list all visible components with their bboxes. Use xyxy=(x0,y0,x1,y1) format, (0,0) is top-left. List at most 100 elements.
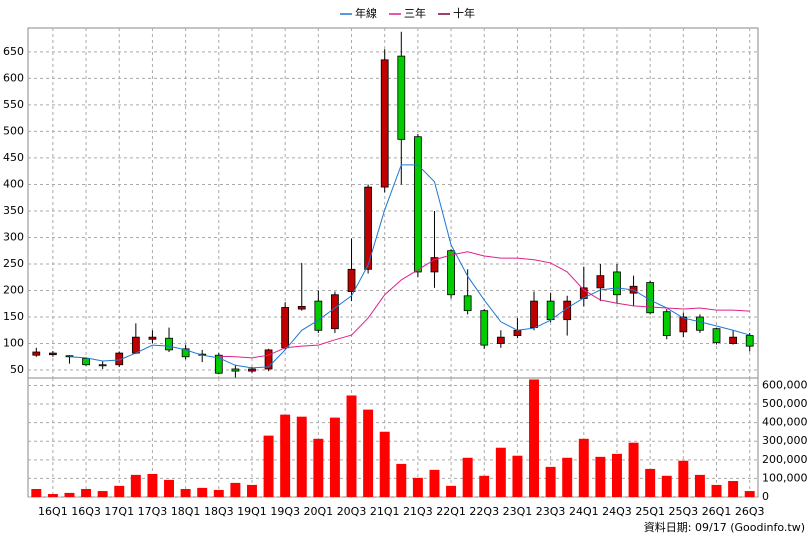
x-tick-label: 26Q1 xyxy=(702,505,732,518)
volume-bar xyxy=(661,475,672,497)
candle-body xyxy=(613,271,621,296)
y-tick-label: 400 xyxy=(3,177,24,190)
volume-bar xyxy=(446,485,457,497)
volume-bar xyxy=(612,453,622,497)
volume-bar xyxy=(197,487,208,497)
y-tick-label: 650 xyxy=(3,45,24,58)
candle-body xyxy=(49,352,57,356)
candle-body xyxy=(646,282,655,314)
candle-body xyxy=(679,316,688,333)
x-tick-label: 16Q3 xyxy=(71,505,101,518)
x-tick-label: 23Q3 xyxy=(536,505,566,518)
volume-bar xyxy=(728,481,739,497)
volume-bar xyxy=(97,491,108,497)
candle-body xyxy=(148,336,157,340)
candle-body xyxy=(82,357,90,366)
y-tick-label: 350 xyxy=(3,204,24,217)
volume-bar xyxy=(711,484,722,497)
x-tick-label: 18Q1 xyxy=(171,505,201,518)
volume-bar xyxy=(81,489,92,497)
legend-label: 年線 xyxy=(355,6,377,20)
candle-body xyxy=(662,311,671,336)
candle-body xyxy=(696,316,704,331)
footnote: 資料日期: 09/17 (Goodinfo.tw) xyxy=(644,520,805,534)
candle-body xyxy=(745,335,754,347)
volume-bar xyxy=(64,492,75,497)
candle-body xyxy=(397,55,406,140)
x-tick-label: 25Q3 xyxy=(669,505,699,518)
volume-bar xyxy=(578,438,589,497)
y2-tick-label: 100,000 xyxy=(762,471,808,484)
candle-body xyxy=(264,349,273,370)
candle-body xyxy=(98,364,107,367)
candle-body xyxy=(380,59,389,188)
candle-body xyxy=(231,368,240,372)
volume-frame xyxy=(27,377,759,498)
volume-bar xyxy=(545,466,556,497)
candle-body xyxy=(165,337,173,351)
candle-body xyxy=(712,328,721,343)
y-tick-label: 50 xyxy=(10,363,24,376)
legend-label: 三年 xyxy=(404,6,426,20)
y-tick-label: 200 xyxy=(3,284,24,297)
y-tick-label: 550 xyxy=(3,98,24,111)
volume-bar xyxy=(744,491,755,497)
volume-bar xyxy=(47,494,58,497)
x-tick-label: 21Q3 xyxy=(403,505,433,518)
candle-body xyxy=(314,300,323,331)
candle-body xyxy=(496,336,505,344)
candle-body xyxy=(530,300,538,329)
volume-bar xyxy=(147,473,158,497)
candle-body xyxy=(430,257,439,273)
volume-bar xyxy=(412,477,423,497)
x-tick-label: 17Q1 xyxy=(104,505,134,518)
volume-bar xyxy=(329,417,340,497)
y2-tick-label: 0 xyxy=(762,490,769,503)
volume-bar xyxy=(495,447,506,497)
volume-bar xyxy=(296,416,307,497)
candle-body xyxy=(32,351,41,356)
y-tick-label: 100 xyxy=(3,337,24,350)
volume-bar xyxy=(512,455,523,497)
x-tick-label: 20Q1 xyxy=(304,505,334,518)
y2-tick-label: 200,000 xyxy=(762,453,808,466)
x-tick-label: 24Q1 xyxy=(569,505,599,518)
x-tick-label: 25Q1 xyxy=(635,505,665,518)
candle-body xyxy=(546,300,555,321)
y-tick-label: 500 xyxy=(3,124,24,137)
candle-body xyxy=(414,136,422,273)
volume-bar xyxy=(462,457,473,497)
ma-line xyxy=(218,251,750,359)
candle-body xyxy=(729,336,737,344)
candle-body xyxy=(447,250,455,296)
candle-body xyxy=(281,307,290,349)
candle-body xyxy=(331,294,339,330)
volume-bar xyxy=(280,414,291,497)
y2-tick-label: 600,000 xyxy=(762,378,808,391)
volume-bar xyxy=(678,460,689,497)
x-tick-label: 21Q1 xyxy=(370,505,400,518)
legend-label: 十年 xyxy=(453,6,475,20)
candle-body xyxy=(463,295,472,312)
candle-body xyxy=(480,310,489,346)
volume-bar xyxy=(114,485,125,497)
x-tick-label: 24Q3 xyxy=(602,505,632,518)
candle-body xyxy=(513,329,522,336)
y-tick-label: 450 xyxy=(3,151,24,164)
y-tick-label: 250 xyxy=(3,257,24,270)
volume-bar xyxy=(562,457,573,497)
x-tick-label: 18Q3 xyxy=(204,505,234,518)
y-tick-label: 150 xyxy=(3,310,24,323)
volume-bar xyxy=(346,395,357,497)
x-tick-label: 20Q3 xyxy=(337,505,367,518)
candle-body xyxy=(297,306,306,310)
volume-bar xyxy=(379,431,390,497)
y2-tick-label: 500,000 xyxy=(762,397,808,410)
volume-bar xyxy=(230,482,241,497)
price-frame xyxy=(27,27,759,379)
volume-bar xyxy=(263,435,274,497)
x-tick-label: 22Q1 xyxy=(436,505,466,518)
candle-body xyxy=(181,348,190,358)
y-tick-label: 600 xyxy=(3,71,24,84)
